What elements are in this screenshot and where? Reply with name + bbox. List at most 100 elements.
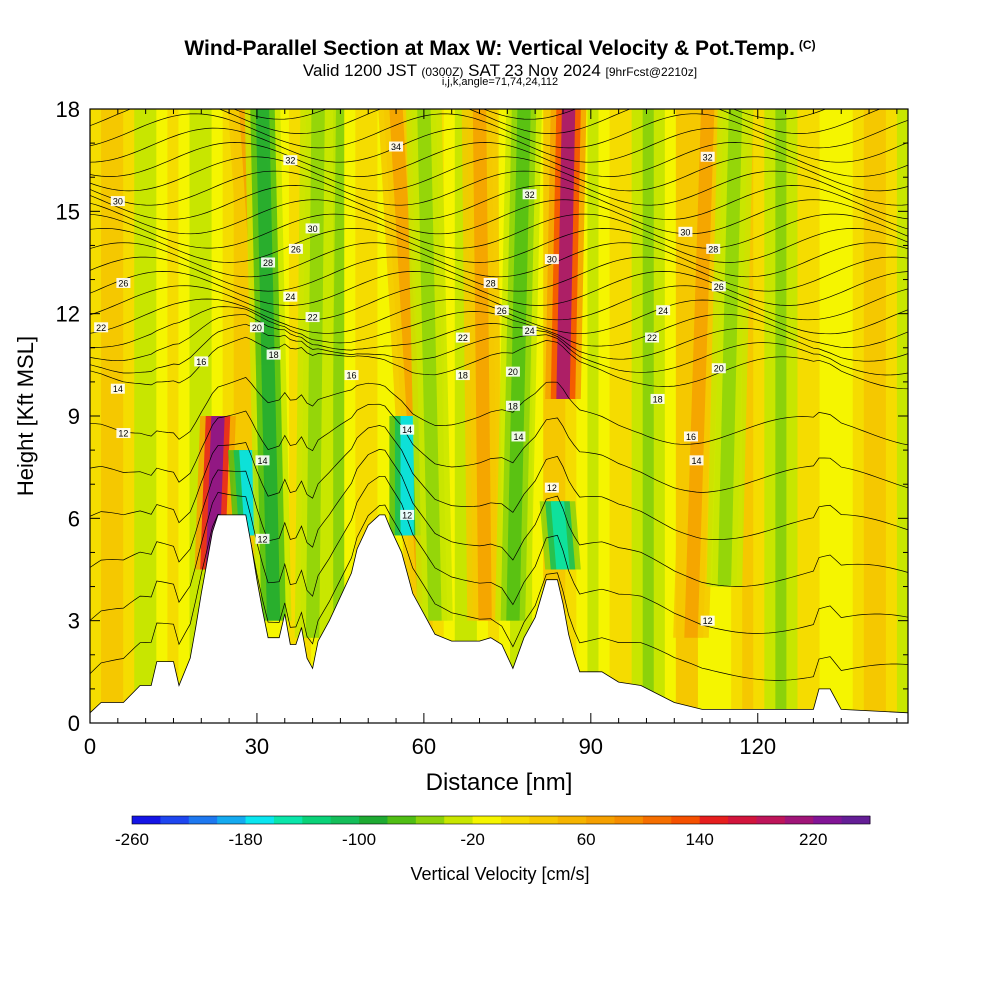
theta-contour: [90, 256, 908, 292]
colorbar-swatch: [756, 816, 786, 824]
contour-label-bg: [116, 277, 131, 288]
contour-label-text: 20: [508, 367, 518, 377]
colorbar-swatch: [728, 816, 757, 824]
theta-contour: [90, 285, 908, 321]
downdraft-band: [400, 416, 414, 536]
field-column: [134, 109, 146, 723]
field-column: [874, 109, 887, 723]
field-column: [576, 109, 589, 723]
contour-label-text: 16: [686, 432, 696, 442]
contour-label-bg: [400, 509, 415, 520]
chart-title-text: Wind-Parallel Section at Max W: Vertical…: [184, 37, 795, 60]
contour-label-text: 26: [714, 282, 724, 292]
y-tick-label: 6: [68, 506, 80, 531]
downdraft-band: [506, 109, 531, 621]
contour-label: 18: [455, 370, 470, 381]
field-column: [797, 109, 810, 723]
field-column: [288, 109, 301, 723]
field-column: [885, 109, 898, 723]
field-column: [355, 109, 367, 723]
contour-label-text: 22: [458, 333, 468, 343]
colorbar-tick-label: -20: [460, 830, 485, 849]
field-column: [830, 109, 843, 723]
contour-label-bg: [283, 155, 298, 166]
contour-label: 34: [389, 141, 404, 152]
contour-label-text: 14: [257, 456, 267, 466]
contour-label: 30: [305, 223, 320, 234]
x-axis: 0 30 60 90 120: [84, 109, 898, 759]
contour-label: 22: [305, 312, 320, 323]
downdraft-band: [255, 109, 281, 621]
contour-label-bg: [305, 312, 320, 323]
contour-label-bg: [283, 291, 298, 302]
contour-label-bg: [544, 254, 559, 265]
contour-label: 14: [255, 455, 270, 466]
contour-label-bg: [711, 363, 726, 374]
x-tick-label: 120: [739, 734, 776, 759]
field-column: [244, 109, 257, 723]
contour-label-text: 32: [525, 190, 535, 200]
contour-label: 12: [116, 428, 131, 439]
contour-label-bg: [305, 223, 320, 234]
field-column: [753, 109, 765, 723]
colorbar-swatch: [529, 816, 559, 824]
colorbar-swatch: [784, 816, 814, 824]
contour-label-bg: [544, 482, 559, 493]
contour-label-bg: [266, 349, 281, 360]
contour-label: 32: [522, 189, 537, 200]
contour-label: 12: [700, 615, 715, 626]
field-column: [443, 109, 456, 723]
colorbar-swatch: [699, 816, 729, 824]
contour-label-text: 24: [285, 292, 295, 302]
theta-contour: [90, 336, 908, 390]
theta-contour: [90, 228, 908, 263]
contour-label: 16: [194, 356, 209, 367]
contour-label: 14: [400, 424, 415, 435]
contour-label-text: 18: [269, 350, 279, 360]
updraft-band: [684, 109, 715, 638]
colorbar-swatch: [642, 816, 672, 824]
colorbar-tick-label: -100: [342, 830, 376, 849]
theta-contour: [90, 376, 908, 446]
theta-contour: [232, 109, 827, 120]
field-column: [609, 109, 622, 723]
x-axis-title: Distance [nm]: [426, 769, 573, 796]
contour-label: 30: [544, 254, 559, 265]
contour-label-bg: [494, 305, 509, 316]
field-column: [366, 109, 379, 723]
field-column: [167, 109, 180, 723]
contour-label-text: 12: [703, 616, 713, 626]
theta-contour: [90, 142, 908, 177]
theta-contour: [90, 449, 908, 587]
field-column: [631, 109, 644, 723]
contour-label-bg: [288, 243, 303, 254]
field-column: [178, 109, 191, 723]
contour-label: 18: [505, 400, 520, 411]
contour-label-text: 26: [497, 306, 507, 316]
contour-label-bg: [455, 370, 470, 381]
contour-labels: 12 14 16 18 20 22 22 24 26 28 26 30 30 32 34 16 22 18 28 26…: [94, 141, 726, 626]
contour-label: 32: [700, 151, 715, 162]
field-column: [156, 109, 168, 723]
y-tick-label: 0: [68, 711, 80, 736]
contour-label-text: 26: [118, 278, 128, 288]
theta-contour: [90, 156, 908, 192]
downdraft-band: [550, 501, 570, 570]
colorbar-tick-label: -260: [115, 830, 149, 849]
colorbar-swatch: [841, 816, 871, 824]
contour-label-text: 30: [308, 224, 318, 234]
contour-label-bg: [389, 141, 404, 152]
theta-contour: [90, 113, 908, 149]
colorbar-swatch: [813, 816, 843, 824]
contour-label-text: 32: [703, 152, 713, 162]
contour-label-bg: [483, 277, 498, 288]
field-column: [377, 109, 390, 723]
theta-contour: [90, 199, 908, 235]
field-column: [764, 109, 776, 723]
contour-label-text: 28: [263, 258, 273, 268]
y-tick-label: 12: [56, 302, 80, 327]
contour-label-text: 28: [708, 244, 718, 254]
valid-utc: (0300Z): [421, 65, 464, 79]
contour-label: 20: [249, 322, 264, 333]
chart-subtitle: Valid 1200 JST (0300Z) SAT 23 Nov 2024 […: [0, 61, 1000, 81]
